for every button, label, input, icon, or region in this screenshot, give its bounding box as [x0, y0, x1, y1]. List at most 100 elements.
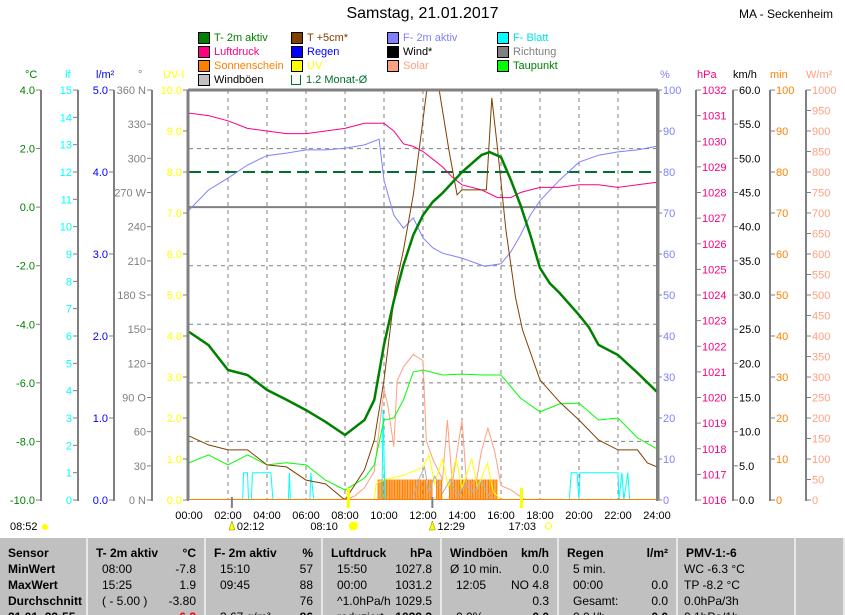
legend-label: Solar: [403, 60, 429, 72]
cell-label: 08:00: [102, 562, 133, 576]
axis-tick-label: 1027: [702, 213, 726, 225]
sunshine-bar: [452, 479, 454, 500]
cell-value: 1027.8: [395, 562, 432, 576]
axis-tick-label: 8.0: [167, 167, 182, 179]
axis-tick-label: 300: [812, 372, 830, 384]
sunshine-bar: [419, 479, 422, 500]
legend-item: F- Blatt: [497, 31, 548, 45]
cell-label: 15:25: [102, 578, 133, 592]
axis-tick-label: -4.0: [16, 319, 35, 331]
axis-tick-label: 30.0: [739, 290, 760, 302]
axis-tick-label: -2.0: [16, 261, 35, 273]
sunshine-bar: [458, 479, 460, 500]
axis-tick-label: 350: [812, 352, 830, 364]
sunrise-time: 08:10: [310, 521, 338, 533]
series-line-luftdruck: [189, 112, 657, 199]
axis-tick-label: 1028: [702, 188, 726, 200]
axis-tick-label: 7: [66, 304, 72, 316]
x-tick-label: 20:00: [565, 510, 593, 522]
cell-label: TP -8.2 °C: [684, 578, 740, 592]
axis-tick-label: 200: [812, 413, 830, 425]
cell-value: 86: [300, 609, 313, 615]
sunshine-bar: [466, 479, 469, 500]
cell-label: 00:00: [337, 578, 368, 592]
sunshine-bar: [401, 479, 404, 500]
axis-tick-label: 1022: [702, 341, 726, 353]
sunshine-bar: [413, 479, 415, 500]
cell-value: 1.9: [179, 578, 196, 592]
axis-tick-label: 80: [663, 167, 675, 179]
sunshine-bar: [457, 479, 459, 500]
sunshine-bar: [388, 479, 391, 500]
legend-label: Wind*: [403, 46, 433, 58]
moon-time-label: 08:52: [10, 521, 38, 533]
column-header: Sensor: [8, 546, 49, 560]
axis-tick-label: 950: [812, 106, 830, 118]
x-tick-label: 24:00: [643, 510, 671, 522]
axis-tick-label: 400: [812, 331, 830, 343]
axis-tick-label: 1: [66, 468, 72, 480]
cell-value: 0.0: [532, 562, 549, 576]
axis-tick-label: 0.0: [739, 495, 754, 507]
series-line-t-5cm-: [189, 90, 657, 500]
sunshine-bar: [484, 479, 486, 500]
axis-tick-label: 100: [776, 85, 794, 97]
cell-value: 88: [299, 578, 313, 592]
axis-tick-label: 30: [776, 372, 788, 384]
cell-label: 15:50: [337, 562, 368, 576]
sunshine-bar: [463, 479, 465, 500]
table-column: Sensor MinWert MaxWert Durchschnitt21.01. 2…: [0, 538, 88, 615]
cell-label: WC -6.3 °C: [684, 562, 745, 576]
axis-unit-solar: W/m²: [806, 69, 833, 81]
cell-label: Ø 10 min.: [450, 562, 503, 576]
axis-tick-label: 800: [812, 167, 830, 179]
cell-label: 0.0hPa/3h: [684, 594, 739, 608]
axis-tick-label: 15: [60, 85, 72, 97]
cell-label: 0.0%: [456, 609, 483, 615]
x-tick-label: 10:00: [370, 510, 398, 522]
column-unit: hPa: [409, 546, 432, 560]
axis-tick-label: 2.0: [93, 331, 108, 343]
legend-label: T +5cm*: [307, 32, 349, 44]
axis-tick-label: 40: [663, 331, 675, 343]
legend-item: UV: [291, 59, 322, 73]
sunshine-bar: [481, 479, 483, 500]
cell-value: 0.0: [651, 578, 668, 592]
axis-tick-label: 4: [66, 386, 72, 398]
table-column: T- 2m aktiv °C 08:00 -7.8 15:25 1.9 ( - 5.00 )…: [88, 538, 206, 615]
sunshine-bar: [421, 479, 423, 500]
sunshine-bar: [411, 479, 413, 500]
x-tick-label: 18:00: [526, 510, 554, 522]
sunshine-bar: [395, 479, 397, 500]
axis-tick-label: 850: [812, 147, 830, 159]
column-unit: %: [302, 546, 313, 560]
axis-tick-label: 20: [663, 413, 675, 425]
axis-tick-label: 30: [663, 372, 675, 384]
axis-tick-label: 360 N: [117, 85, 146, 97]
sunshine-bar: [455, 479, 457, 500]
axis-tick-label: 3.0: [167, 372, 182, 384]
sunshine-bar: [460, 479, 462, 500]
x-tick-label: 14:00: [448, 510, 476, 522]
axis-tick-label: 70: [776, 208, 788, 220]
axis-tick-label: 60: [776, 249, 788, 261]
axis-tick-label: 55.0: [739, 119, 760, 131]
axis-tick-label: 1029: [702, 162, 726, 174]
legend-swatch: [387, 46, 399, 58]
axis-tick-label: 1032: [702, 85, 726, 97]
axis-tick-label: 12: [60, 167, 72, 179]
legend-label: T- 2m aktiv: [214, 32, 268, 44]
sunshine-bar: [397, 479, 399, 500]
series-line-f-2m-aktiv: [189, 138, 657, 267]
axis-tick-label: 9: [66, 249, 72, 261]
axis-tick-label: -10.0: [10, 495, 35, 507]
column-header: F- 2m aktiv: [214, 546, 277, 560]
sunshine-bar: [483, 479, 485, 500]
axis-tick-label: 1023: [702, 316, 726, 328]
axis-tick-label: 45.0: [739, 188, 760, 200]
legend-swatch: [387, 60, 399, 72]
axis-tick-label: 550: [812, 270, 830, 282]
sunshine-bar: [400, 479, 402, 500]
axis-tick-label: 50: [776, 290, 788, 302]
